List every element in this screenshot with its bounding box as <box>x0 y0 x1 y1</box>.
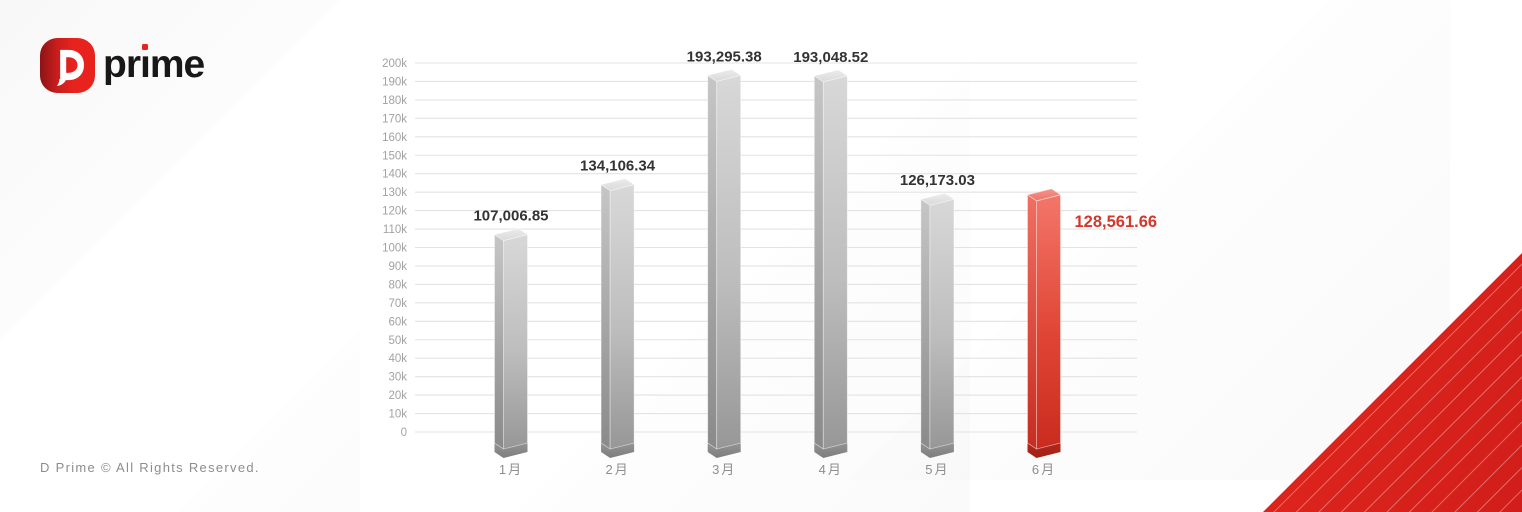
y-axis-tick-label: 10k <box>388 409 407 421</box>
bar-right-face <box>929 198 955 450</box>
chart-bar-highlight <box>1027 188 1061 458</box>
y-axis-tick-label: 60k <box>388 316 407 328</box>
y-axis-tick-labels: 200k 190k 180k 170k 160k 150k 140k 130k 120k 110k… <box>382 58 407 439</box>
bar-right-face <box>716 74 742 450</box>
x-axis-category-label: 4月 <box>819 462 843 477</box>
bar-bottom-cap <box>494 443 528 458</box>
y-axis-tick-label: 90k <box>388 261 407 273</box>
gridlines <box>415 62 1137 433</box>
bar-right-face <box>609 184 635 450</box>
brand-wordmark: prı me <box>103 37 205 92</box>
y-axis-tick-label: 200k <box>382 58 407 70</box>
y-axis-tick-label: 70k <box>388 298 407 310</box>
bar-value-labels: 107,006.85 134,106.34 193,295.38 193,048.52… <box>473 48 1157 230</box>
bar-left-face <box>600 184 611 450</box>
y-axis-tick-label: 190k <box>382 76 407 88</box>
bar-value-label: 126,173.03 <box>900 172 975 189</box>
bar-top-cap <box>707 68 742 82</box>
d-prime-logo-mark <box>40 38 95 93</box>
bar-left-face <box>813 75 824 450</box>
bar-top-cap <box>494 228 528 241</box>
bar-right-face <box>822 75 848 450</box>
highlight-bar-value-label: 128,561.66 <box>1075 213 1158 231</box>
chart-bar <box>920 192 955 458</box>
bar-left-face <box>494 234 504 450</box>
chart-bar <box>707 68 742 458</box>
bar-bottom-cap <box>707 443 741 458</box>
x-axis-category-label: 6月 <box>1032 462 1056 477</box>
y-axis-tick-label: 170k <box>382 113 407 125</box>
x-axis-category-label: 1月 <box>499 462 523 477</box>
y-axis-tick-label: 160k <box>382 132 407 144</box>
bar-top-cap <box>920 192 955 206</box>
x-axis-category-labels: 1月 2月 3月 4月 5月 6月 <box>499 462 1056 477</box>
wordmark-accent-letter: ı <box>140 43 151 86</box>
bar-value-label: 193,295.38 <box>687 48 762 65</box>
y-axis-tick-label: 80k <box>388 279 407 291</box>
bar-top-cap <box>813 69 848 83</box>
bar-left-face <box>920 198 931 450</box>
bar-bottom-cap <box>1027 443 1061 458</box>
x-axis-category-label: 5月 <box>925 462 949 477</box>
bar-value-label: 107,006.85 <box>473 208 548 225</box>
brand-logo: prı me <box>40 37 205 93</box>
chart-bar <box>813 69 848 458</box>
y-axis-tick-label: 50k <box>388 335 407 347</box>
y-axis-tick-label: 140k <box>382 169 407 181</box>
y-axis-tick-label: 120k <box>382 206 407 218</box>
bar-left-face <box>1027 194 1037 450</box>
bar-top-cap <box>600 178 635 191</box>
bar-right-face <box>503 234 528 450</box>
copyright-text: D Prime © All Rights Reserved. <box>40 460 260 475</box>
y-axis-tick-label: 20k <box>388 390 407 402</box>
bar-bottom-cap <box>814 443 848 458</box>
bars <box>494 68 1061 458</box>
y-axis-tick-label: 0 <box>401 427 407 439</box>
bar-left-face <box>707 74 718 450</box>
y-axis-tick-label: 110k <box>383 224 407 236</box>
wordmark-accent-dot <box>141 44 148 50</box>
bar-value-label: 193,048.52 <box>793 49 868 66</box>
y-axis-tick-label: 130k <box>382 187 407 199</box>
y-axis-tick-label: 40k <box>388 353 407 365</box>
y-axis-tick-label: 100k <box>382 243 407 255</box>
bar-bottom-cap <box>920 443 954 458</box>
x-axis-category-label: 2月 <box>605 462 629 477</box>
bar-right-face <box>1036 194 1061 450</box>
y-axis-tick-label: 150k <box>382 150 407 162</box>
chart-bar <box>494 228 528 458</box>
y-axis-tick-label: 30k <box>388 372 407 384</box>
bar-top-cap <box>1027 188 1061 202</box>
bar-bottom-cap <box>601 443 635 458</box>
x-axis-category-label: 3月 <box>712 462 736 477</box>
y-axis-tick-label: 180k <box>382 95 407 107</box>
chart-bar <box>600 178 635 458</box>
bar-value-label: 134,106.34 <box>580 158 656 175</box>
